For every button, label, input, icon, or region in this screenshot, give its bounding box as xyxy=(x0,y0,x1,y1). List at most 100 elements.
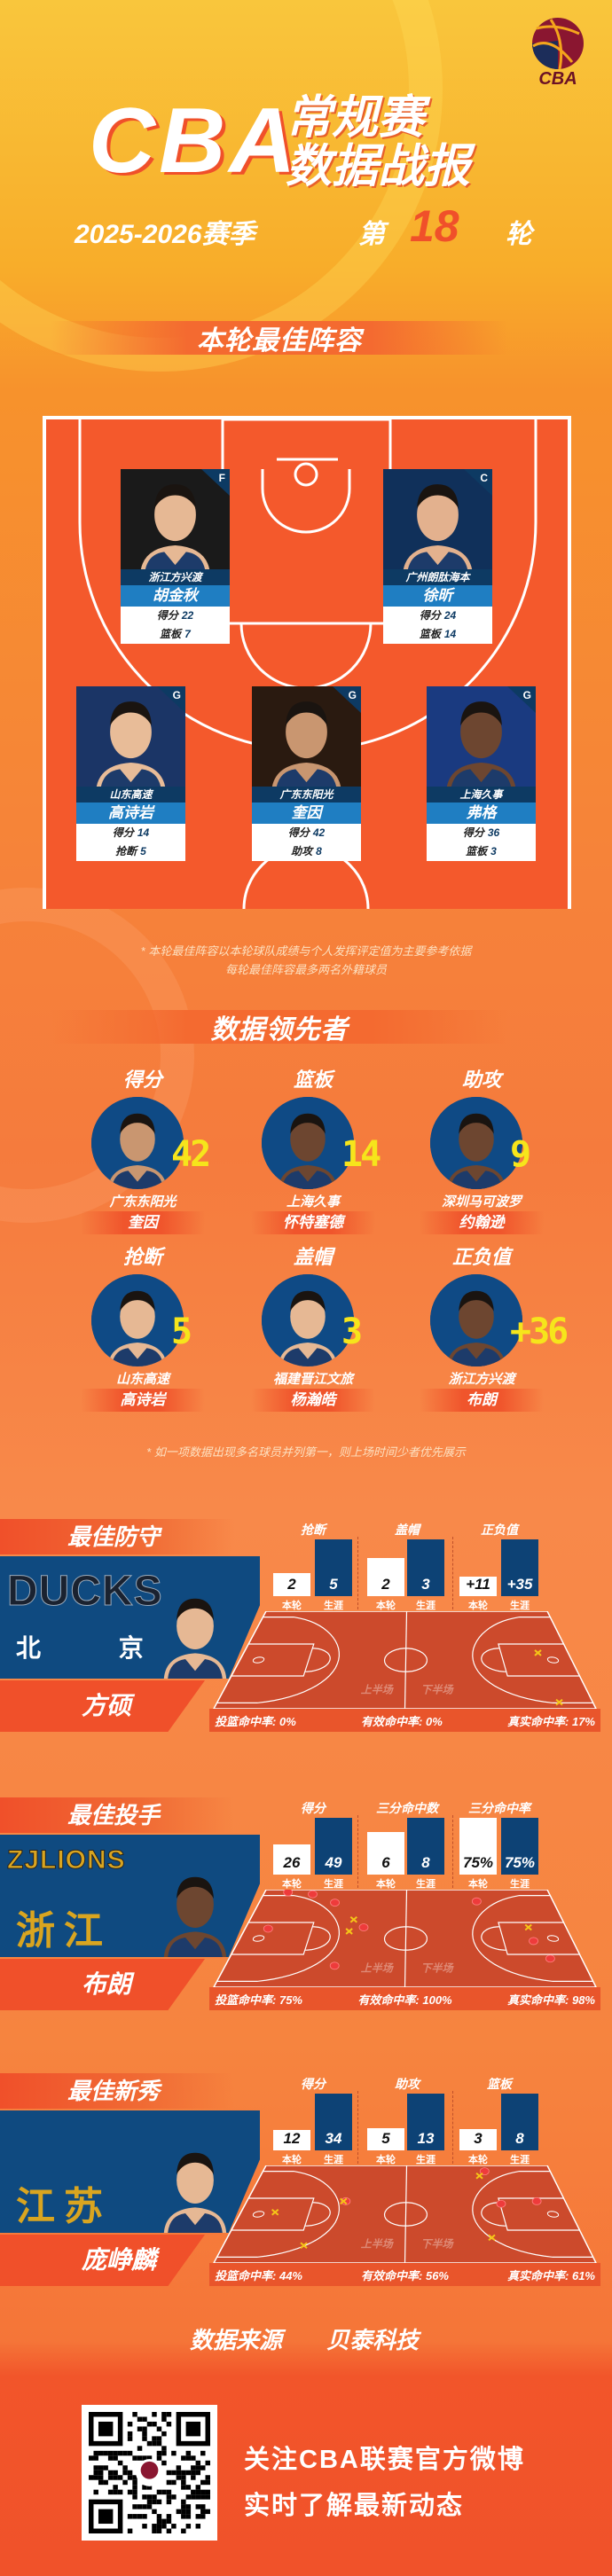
leader-team: 福建晋江文旅 xyxy=(272,1372,353,1387)
stat-value: 24 xyxy=(443,609,457,622)
stat-value: 3 xyxy=(490,845,497,857)
second-half-label: 下半场 xyxy=(421,2237,455,2250)
stat-value: 8 xyxy=(316,845,322,857)
shot-chart-court: 上半场 下半场 xyxy=(209,1611,600,1716)
missed-shot-marker xyxy=(340,2197,348,2205)
career-label: 生涯 xyxy=(510,1601,530,1611)
missed-shot-marker xyxy=(271,2209,279,2216)
stat-line: 得分 22 xyxy=(121,607,230,625)
made-shot-marker xyxy=(263,1924,273,1933)
data-source-label: 数据来源 xyxy=(190,2327,283,2353)
award-player-name: 庞峥麟 xyxy=(0,2235,205,2286)
bar-round: 6 xyxy=(367,1832,404,1875)
shooting-stat: 投篮命中率: 75% xyxy=(215,1991,302,2008)
divider xyxy=(452,2091,453,2164)
shooting-stat-value: 17% xyxy=(571,1714,595,1728)
award-player-photo xyxy=(160,1581,231,1679)
weibo-qr-code[interactable] xyxy=(82,2405,217,2541)
metric-label: 盖帽 xyxy=(395,1523,420,1537)
round-label: 本轮 xyxy=(282,1601,302,1611)
made-shot-marker xyxy=(341,2196,351,2205)
lineup-card[interactable]: G 广东东阳光 奎因 得分 42 助攻 8 xyxy=(252,686,361,861)
stat-label: 得分 xyxy=(287,826,310,839)
basketball-icon xyxy=(532,18,584,70)
career-label: 生涯 xyxy=(416,1879,435,1890)
shooting-stat-value: 0% xyxy=(425,1714,443,1728)
leader-category: 得分 xyxy=(122,1069,162,1091)
leader-name: 布朗 xyxy=(420,1389,544,1412)
player-photo xyxy=(262,1274,354,1366)
background-arc xyxy=(0,0,443,372)
shooting-stat-label: 有效命中率: xyxy=(361,1714,423,1728)
leader-category: 篮板 xyxy=(293,1069,333,1091)
bar-career: 13 xyxy=(407,2094,444,2150)
shooting-stat: 有效命中率: 56% xyxy=(361,2267,449,2283)
lineup-banner: 本轮最佳阵容 xyxy=(51,321,508,356)
shooting-stat-value: 0% xyxy=(279,1714,296,1728)
leader-photo[interactable] xyxy=(262,1274,354,1366)
round-label: 本轮 xyxy=(468,1601,488,1611)
leader-photo[interactable] xyxy=(430,1097,522,1189)
data-source-name: 贝泰科技 xyxy=(326,2327,420,2353)
shooting-stat: 投篮命中率: 0% xyxy=(215,1712,296,1729)
award-player-name: 方硕 xyxy=(0,1680,205,1732)
shot-chart-court: 上半场 下半场 xyxy=(209,1890,600,1994)
bar-career: 3 xyxy=(407,1539,444,1596)
shooting-stat-value: 61% xyxy=(571,2268,595,2282)
leader-value: 3 xyxy=(341,1311,363,1352)
lineup-note-1: * 本轮最佳阵容以本轮球队成绩与个人发挥评定值为主要参考依据 xyxy=(140,944,472,958)
made-shot-marker xyxy=(330,1899,340,1907)
cba-logo: CBA xyxy=(530,16,586,92)
lineup-card[interactable]: F 浙江方兴渡 胡金秋 得分 22 篮板 7 xyxy=(121,469,230,644)
player-name: 弗格 xyxy=(427,803,536,824)
bar-career: 34 xyxy=(315,2094,352,2150)
missed-shot-marker xyxy=(345,1928,353,1935)
team-logo-sub: 浙江 xyxy=(16,1909,112,1953)
lineup-card[interactable]: C 广州朗肽海本 徐昕 得分 24 篮板 14 xyxy=(383,469,492,644)
stat-line: 助攻 8 xyxy=(252,842,361,861)
team-logo-panel: DUCKS 北 京 xyxy=(0,1556,260,1679)
bar-career: 75% xyxy=(501,1818,538,1875)
team-logo-panel: 江苏 xyxy=(0,2110,260,2233)
award-section: 最佳投手 ZJLIONS 浙江 布朗 得分 26 49 本轮 生涯 三分命中数 6… xyxy=(0,1797,612,2015)
lineup-note-2: 每轮最佳阵容最多两名外籍球员 xyxy=(224,963,387,976)
made-shot-marker xyxy=(529,1937,538,1946)
stat-line: 篮板 14 xyxy=(383,625,492,644)
team-logo-text: ZJLIONS xyxy=(7,1845,126,1875)
shooting-stat-value: 44% xyxy=(279,2268,302,2282)
leader-photo[interactable] xyxy=(430,1274,522,1366)
bar-round: +11 xyxy=(459,1576,497,1596)
shooting-stats: 投篮命中率: 44% 有效命中率: 56% 真实命中率: 61% xyxy=(209,2263,600,2286)
player-photo xyxy=(76,686,185,787)
award-title: 最佳投手 xyxy=(0,1797,234,1833)
shooting-stat: 投篮命中率: 44% xyxy=(215,2267,302,2283)
leader-photo[interactable] xyxy=(91,1274,184,1366)
lineup-card[interactable]: G 上海久事 弗格 得分 36 篮板 3 xyxy=(427,686,536,861)
shooting-stat: 真实命中率: 61% xyxy=(507,2267,595,2283)
leader-photo[interactable] xyxy=(91,1097,184,1189)
career-label: 生涯 xyxy=(416,2155,435,2165)
missed-shot-marker xyxy=(475,2172,483,2180)
leader-name: 奎因 xyxy=(81,1211,205,1234)
player-photo xyxy=(430,1097,522,1189)
stat-value: 5 xyxy=(140,845,146,857)
shooting-stat-label: 真实命中率: xyxy=(507,2268,569,2282)
shooting-stat-label: 投篮命中率: xyxy=(215,1714,277,1728)
team-name: 广州朗肽海本 xyxy=(383,569,492,585)
missed-shot-marker xyxy=(488,2234,496,2242)
stat-label: 篮板 xyxy=(160,628,182,640)
bar-round: 2 xyxy=(367,1558,404,1596)
leader-photo[interactable] xyxy=(262,1097,354,1189)
missed-shot-marker xyxy=(555,1698,563,1706)
shooting-stat-value: 75% xyxy=(279,1993,302,2007)
divider xyxy=(357,1815,358,1888)
leader-team: 浙江方兴渡 xyxy=(448,1372,515,1387)
career-label: 生涯 xyxy=(510,1879,530,1890)
made-shot-marker xyxy=(496,2199,506,2208)
round-number: 18 xyxy=(410,201,459,251)
first-half-label: 上半场 xyxy=(361,1961,395,1974)
lineup-card[interactable]: G 山东高速 高诗岩 得分 14 抢断 5 xyxy=(76,686,185,861)
player-name: 徐昕 xyxy=(383,585,492,607)
stat-label: 篮板 xyxy=(419,628,441,640)
leader-value: +36 xyxy=(510,1311,569,1352)
